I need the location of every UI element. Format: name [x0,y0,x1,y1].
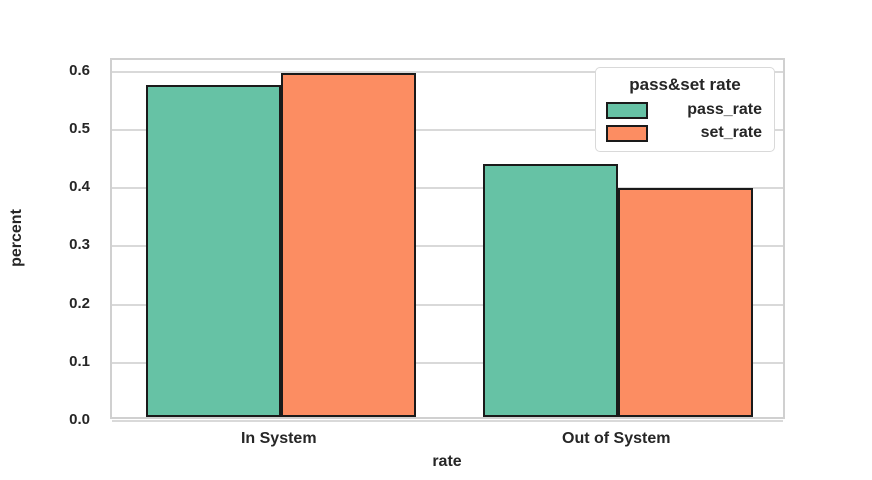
gridline-0.6 [112,70,783,73]
y-tick-label: 0.1 [69,352,90,370]
x-tick-label-out-of-system: Out of System [562,430,671,447]
x-tick-label-in-system: In System [240,430,317,447]
y-tick-label: 0.6 [69,61,90,79]
legend-label: pass_rate [687,101,762,118]
y-tick-label: 0.4 [69,178,90,196]
legend-entry-pass-rate: pass_rate [606,101,764,119]
y-tick-label: 0.3 [69,236,90,254]
legend-swatch-set-rate [606,124,648,142]
gridline-0.5 [112,128,783,131]
legend-label: set_rate [700,124,762,141]
legend-entry-set-rate: set_rate [606,124,764,142]
legend-entries: pass_rate set_rate [606,101,764,142]
legend-swatch-pass-rate [606,101,648,119]
bar-pass-rate-in-system [145,85,281,417]
gridline-0.2 [112,303,783,306]
y-tick-label: 0.0 [69,411,90,428]
y-tick-label: 0.2 [69,294,90,312]
x-axis-label: rate [432,453,462,470]
plot-area: pass&set rate pass_rate set_rate [110,58,785,422]
bar-set-rate-in-system [280,73,416,417]
bar-pass-rate-out-of-system [483,163,619,417]
gridline-0.4 [112,187,783,190]
gridline-0.3 [112,245,783,248]
legend: pass&set rate pass_rate set_rate [595,67,775,152]
gridline-0.0 [112,420,783,422]
gridline-0.1 [112,361,783,364]
y-axis-label: percent [8,209,25,267]
bar-set-rate-out-of-system [618,188,754,417]
y-tick-label: 0.5 [69,119,90,137]
legend-title: pass&set rate [629,75,741,94]
